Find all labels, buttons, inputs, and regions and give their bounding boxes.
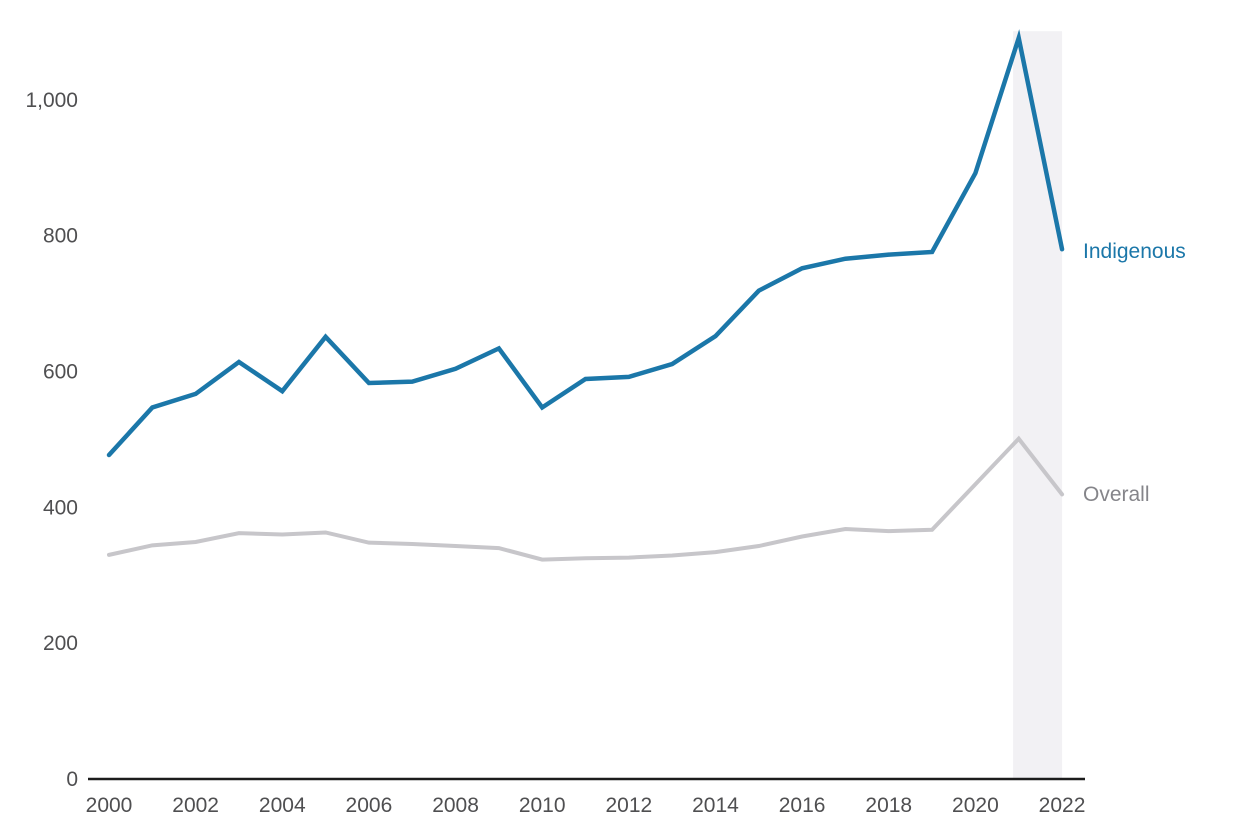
x-tick-label: 2016	[779, 794, 826, 817]
x-tick-label: 2008	[432, 794, 479, 817]
x-tick-label: 2000	[86, 794, 133, 817]
x-tick-label: 2006	[346, 794, 393, 817]
x-tick-label: 2010	[519, 794, 566, 817]
x-tick-label: 2004	[259, 794, 306, 817]
overall-line	[107, 435, 1065, 562]
y-tick-label: 800	[43, 225, 78, 248]
x-tick-label: 2022	[1039, 794, 1086, 817]
y-tick-label: 400	[43, 496, 78, 519]
x-tick-label: 2014	[692, 794, 739, 817]
y-tick-label: 0	[66, 768, 78, 791]
x-tick-label: 2002	[172, 794, 219, 817]
highlight-band	[1013, 31, 1063, 779]
x-tick-label: 2012	[605, 794, 652, 817]
indigenous-line	[106, 29, 1065, 458]
y-tick-label: 200	[43, 632, 78, 655]
y-tick-label: 600	[43, 360, 78, 383]
series-label-overall: Overall	[1083, 483, 1150, 506]
series-label-indigenous: Indigenous	[1083, 240, 1186, 263]
y-axis-tick-labels: 0 200 400 600 800 1,000	[25, 89, 78, 791]
x-axis-tick-labels: 2000 2002 2004 2006 2008 2010 2012 2014 2016 2018…	[86, 794, 1086, 817]
y-tick-label: 1,000	[25, 89, 78, 112]
x-tick-label: 2020	[952, 794, 999, 817]
x-tick-label: 2018	[865, 794, 912, 817]
